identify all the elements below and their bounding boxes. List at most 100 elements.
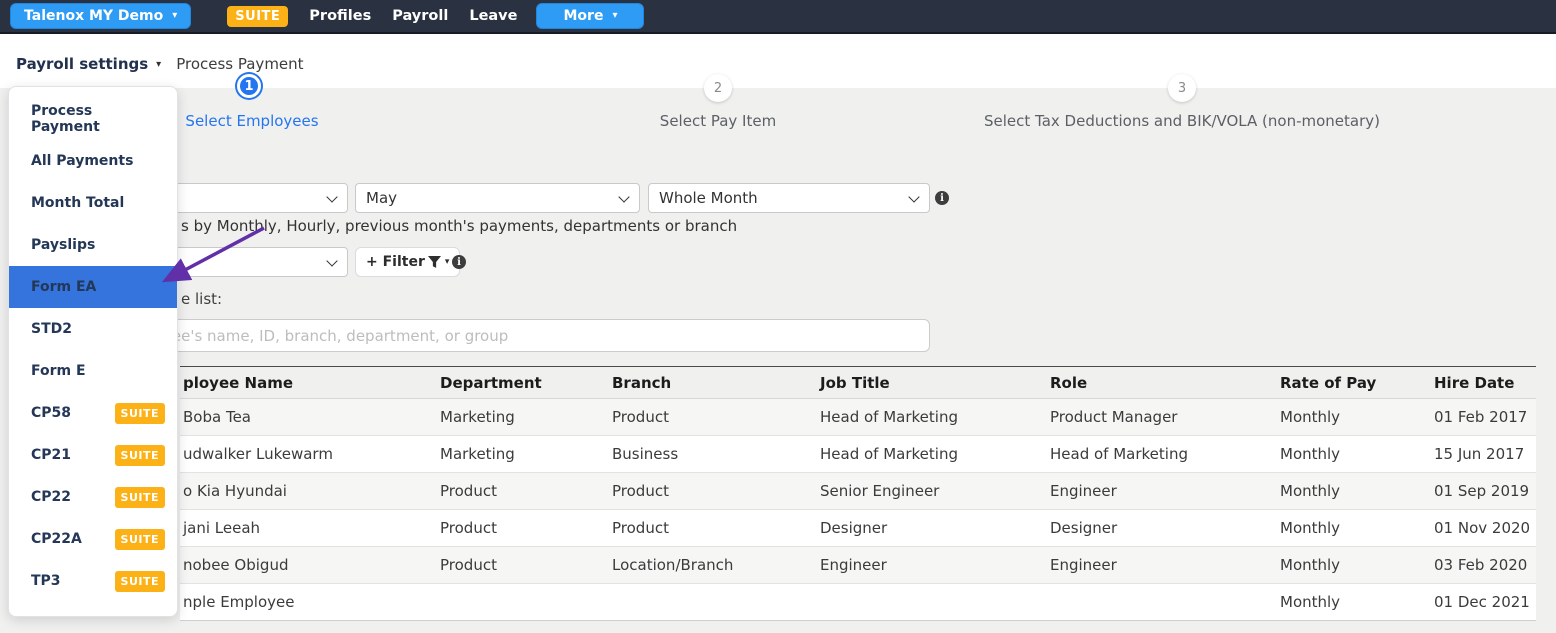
chevron-down-icon <box>908 191 919 202</box>
company-dropdown-label: Talenox MY Demo <box>24 8 163 24</box>
cell-employee-name: nobee Obigud <box>183 556 440 574</box>
cell-hire-date: 15 Jun 2017 <box>1434 445 1536 463</box>
payroll-settings-dropdown[interactable]: Payroll settings <box>16 55 148 73</box>
company-dropdown-button[interactable]: Talenox MY Demo ▾ <box>10 3 191 29</box>
add-filter-button[interactable]: + Filter ▾ <box>355 247 460 277</box>
nav-tab-profiles[interactable]: Profiles <box>309 8 371 24</box>
menu-item-std2[interactable]: STD2 <box>9 308 177 350</box>
table-row[interactable]: jani Leeah Product Product Designer Desi… <box>180 510 1536 547</box>
cell-branch: Product <box>612 408 820 426</box>
cell-job-title: Head of Marketing <box>820 445 1050 463</box>
cell-hire-date: 01 Feb 2017 <box>1434 408 1536 426</box>
cell-employee-name: Boba Tea <box>183 408 440 426</box>
cell-branch: Product <box>612 519 820 537</box>
menu-item-label: Month Total <box>31 195 124 211</box>
chevron-down-icon <box>618 191 629 202</box>
step-2-number: 2 <box>714 81 722 96</box>
more-dropdown-button[interactable]: More ▾ <box>536 3 644 29</box>
menu-item-label: CP22 <box>31 489 71 505</box>
cell-rate-of-pay: Monthly <box>1280 445 1434 463</box>
nav-tab-payroll[interactable]: Payroll <box>392 8 448 24</box>
cell-hire-date: 03 Feb 2020 <box>1434 556 1536 574</box>
cell-role: Head of Marketing <box>1050 445 1280 463</box>
step-1-circle[interactable]: 1 <box>237 74 261 98</box>
table-row[interactable]: nple Employee Monthly 01 Dec 2021 <box>180 584 1536 621</box>
cell-job-title: Engineer <box>820 556 1050 574</box>
step-2-label: Select Pay Item <box>568 112 868 130</box>
cell-role: Engineer <box>1050 482 1280 500</box>
menu-item-process-payment[interactable]: Process Payment <box>9 98 177 140</box>
header-department: Department <box>440 374 612 392</box>
month-select-value: May <box>366 189 397 207</box>
filter-help-text: s by Monthly, Hourly, previous month's p… <box>181 217 737 235</box>
header-employee-name: ployee Name <box>183 374 440 392</box>
menu-item-label: STD2 <box>31 321 72 337</box>
cell-employee-name: o Kia Hyundai <box>183 482 440 500</box>
table-row[interactable]: nobee Obigud Product Location/Branch Eng… <box>180 547 1536 584</box>
suite-badge: SUITE <box>115 529 165 550</box>
chevron-down-icon: ▾ <box>445 257 450 267</box>
group-select[interactable] <box>150 247 348 277</box>
payroll-settings-menu: Process Payment All Payments Month Total… <box>8 86 178 617</box>
cell-department: Product <box>440 556 612 574</box>
employee-table: ployee Name Department Branch Job Title … <box>180 366 1536 621</box>
menu-item-label: TP3 <box>31 573 61 589</box>
menu-item-cp21[interactable]: CP21 SUITE <box>9 434 177 476</box>
payment-type-select[interactable] <box>150 183 348 213</box>
employee-search-input[interactable] <box>150 319 930 352</box>
chevron-down-icon: ▾ <box>612 11 617 21</box>
month-select[interactable]: May <box>355 183 640 213</box>
info-icon[interactable]: i <box>935 191 949 205</box>
menu-item-label: All Payments <box>31 153 133 169</box>
nav-tab-leave[interactable]: Leave <box>469 8 517 24</box>
step-3-circle[interactable]: 3 <box>1168 74 1196 102</box>
cell-employee-name: jani Leeah <box>183 519 440 537</box>
menu-item-cp22[interactable]: CP22 SUITE <box>9 476 177 518</box>
menu-item-label: Form EA <box>31 279 96 295</box>
nav-tab-suite[interactable]: SUITE <box>227 6 288 27</box>
step-3-label: Select Tax Deductions and BIK/VOLA (non-… <box>882 112 1482 130</box>
cell-branch: Business <box>612 445 820 463</box>
cell-role: Engineer <box>1050 556 1280 574</box>
cell-branch: Location/Branch <box>612 556 820 574</box>
table-header-row: ployee Name Department Branch Job Title … <box>180 366 1536 399</box>
table-row[interactable]: o Kia Hyundai Product Product Senior Eng… <box>180 473 1536 510</box>
chevron-down-icon[interactable]: ▾ <box>156 59 161 70</box>
step-3-number: 3 <box>1178 81 1186 96</box>
menu-item-form-ea[interactable]: Form EA <box>9 266 177 308</box>
menu-item-label: CP58 <box>31 405 71 421</box>
cell-role: Product Manager <box>1050 408 1280 426</box>
menu-item-label: Payslips <box>31 237 95 253</box>
add-filter-label: + Filter <box>366 254 425 270</box>
suite-badge: SUITE <box>115 445 165 466</box>
step-2-circle[interactable]: 2 <box>704 74 732 102</box>
cell-hire-date: 01 Sep 2019 <box>1434 482 1536 500</box>
cell-department: Marketing <box>440 408 612 426</box>
menu-item-label: Form E <box>31 363 86 379</box>
cell-rate-of-pay: Monthly <box>1280 482 1434 500</box>
period-select-value: Whole Month <box>659 189 758 207</box>
more-dropdown-label: More <box>563 8 603 24</box>
menu-item-month-total[interactable]: Month Total <box>9 182 177 224</box>
employee-list-label: e list: <box>181 290 222 308</box>
menu-item-all-payments[interactable]: All Payments <box>9 140 177 182</box>
menu-item-cp22a[interactable]: CP22A SUITE <box>9 518 177 560</box>
chevron-down-icon <box>326 255 337 266</box>
menu-item-payslips[interactable]: Payslips <box>9 224 177 266</box>
suite-badge: SUITE <box>115 487 165 508</box>
header-branch: Branch <box>612 374 820 392</box>
period-select[interactable]: Whole Month <box>648 183 930 213</box>
funnel-icon <box>428 256 441 269</box>
header-role: Role <box>1050 374 1280 392</box>
cell-hire-date: 01 Dec 2021 <box>1434 593 1536 611</box>
table-row[interactable]: Boba Tea Marketing Product Head of Marke… <box>180 399 1536 436</box>
cell-job-title: Head of Marketing <box>820 408 1050 426</box>
menu-item-form-e[interactable]: Form E <box>9 350 177 392</box>
cell-employee-name: nple Employee <box>183 593 440 611</box>
menu-item-cp58[interactable]: CP58 SUITE <box>9 392 177 434</box>
cell-department: Marketing <box>440 445 612 463</box>
menu-item-tp3[interactable]: TP3 SUITE <box>9 560 177 602</box>
top-navbar: Talenox MY Demo ▾ SUITE Profiles Payroll… <box>0 0 1556 34</box>
info-icon[interactable]: i <box>452 255 466 269</box>
table-row[interactable]: udwalker Lukewarm Marketing Business Hea… <box>180 436 1536 473</box>
